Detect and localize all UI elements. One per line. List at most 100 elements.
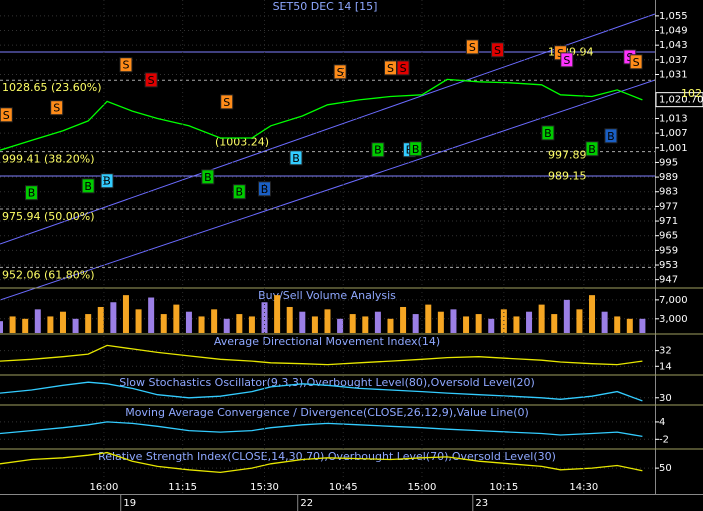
signal-label: B — [261, 183, 269, 196]
volume-bar — [488, 318, 495, 333]
y-tick-label: 4 — [659, 417, 665, 428]
volume-bar — [261, 302, 268, 333]
signal-marker — [560, 52, 574, 68]
signal-label: B — [292, 152, 300, 165]
day-label: 22 — [300, 498, 313, 509]
y-tick-label: 1,049 — [659, 26, 688, 37]
last-price-box — [655, 92, 703, 108]
volume-bar — [337, 318, 344, 333]
signal-marker — [232, 184, 246, 200]
volume-bar — [22, 318, 29, 333]
data-line — [0, 381, 643, 402]
volume-bar — [551, 314, 558, 333]
signal-label: S — [469, 41, 476, 54]
signal-marker — [24, 185, 38, 201]
volume-bar — [437, 311, 444, 333]
volume-bar — [601, 311, 608, 333]
volume-bar — [223, 318, 230, 333]
x-tick-label: 15:30 — [250, 482, 279, 493]
y-tick-label: 995 — [659, 157, 678, 168]
signal-marker — [383, 60, 397, 76]
y-tick-label: 977 — [659, 201, 678, 212]
fib-label: 1028.65 (23.60%) — [2, 81, 102, 94]
price-label: 989.15 — [548, 170, 587, 183]
volume-bar — [299, 311, 306, 333]
panel-title: Slow Stochastics Oscillator(9,3,3),Overb… — [119, 376, 535, 389]
signal-marker — [629, 54, 643, 70]
signal-label: B — [204, 171, 212, 184]
y-tick-label: 989 — [659, 172, 678, 183]
y-tick-label: 947 — [659, 275, 678, 286]
y-tick-label: 971 — [659, 216, 678, 227]
signal-label: B — [236, 186, 244, 199]
volume-bar — [0, 321, 3, 333]
volume-bar — [450, 309, 457, 333]
y-tick-label: 1,013 — [659, 113, 688, 124]
x-tick-label: 16:00 — [90, 482, 119, 493]
y-tick-label: 1,007 — [659, 128, 688, 139]
fib-label: 999.41 (38.20%) — [2, 153, 95, 166]
signal-marker — [201, 169, 215, 185]
signal-marker — [289, 150, 303, 166]
data-line — [0, 421, 643, 438]
volume-bar — [59, 311, 66, 333]
volume-bar — [513, 316, 520, 333]
price-label: (1003.24) — [215, 135, 269, 148]
signal-marker — [541, 125, 555, 141]
volume-bar — [122, 295, 129, 333]
day-label: 23 — [475, 498, 488, 509]
y-tick-label: 965 — [659, 231, 678, 242]
y-tick-label: 14 — [659, 361, 672, 372]
signal-label: B — [607, 130, 615, 143]
y-tick-label: 3,000 — [659, 314, 688, 325]
volume-bar — [463, 316, 470, 333]
signal-label: S — [148, 74, 155, 87]
signal-marker — [220, 94, 234, 110]
signal-marker — [465, 39, 479, 55]
volume-bar — [400, 306, 407, 333]
signal-marker — [144, 72, 158, 88]
signal-marker — [491, 42, 505, 58]
volume-bar — [311, 316, 318, 333]
y-tick-label: 32 — [659, 346, 672, 357]
panel-title: Buy/Sell Volume Analysis — [258, 289, 396, 302]
signal-marker — [396, 60, 410, 76]
volume-bar — [500, 309, 507, 333]
volume-bar — [576, 309, 583, 333]
volume-bar — [639, 318, 646, 333]
x-tick-label: 11:15 — [168, 482, 197, 493]
signal-marker — [81, 178, 95, 194]
volume-bar — [72, 318, 79, 333]
day-label: 19 — [123, 498, 136, 509]
volume-bar — [626, 318, 633, 333]
volume-bar — [286, 306, 293, 333]
signal-marker — [604, 128, 618, 144]
volume-bar — [589, 295, 596, 333]
channel-lower — [0, 79, 656, 301]
panel-title: Relative Strength Index(CLOSE,14,30,70),… — [98, 450, 556, 463]
volume-bar — [173, 304, 180, 333]
signal-label: B — [412, 143, 420, 156]
y-tick-label: 953 — [659, 260, 678, 271]
signal-label: S — [400, 62, 407, 75]
signal-label: S — [563, 54, 570, 67]
signal-label: B — [544, 127, 552, 140]
volume-bar — [236, 314, 243, 333]
volume-bar — [324, 309, 331, 333]
signal-label: S — [387, 62, 394, 75]
signal-label: B — [103, 175, 111, 188]
y-tick-label: -2 — [659, 434, 669, 445]
volume-bar — [198, 316, 205, 333]
data-line — [0, 344, 643, 366]
volume-bar — [135, 309, 142, 333]
volume-bar — [362, 316, 369, 333]
volume-bar — [614, 316, 621, 333]
x-tick-label: 14:30 — [569, 482, 598, 493]
y-tick-label: 1,055 — [659, 11, 688, 22]
volume-bar — [412, 314, 419, 333]
signal-marker — [119, 57, 133, 73]
volume-bar — [538, 304, 545, 333]
panel-title: Average Directional Movement Index(14) — [214, 335, 440, 348]
y-tick-label: 1,001 — [659, 143, 688, 154]
